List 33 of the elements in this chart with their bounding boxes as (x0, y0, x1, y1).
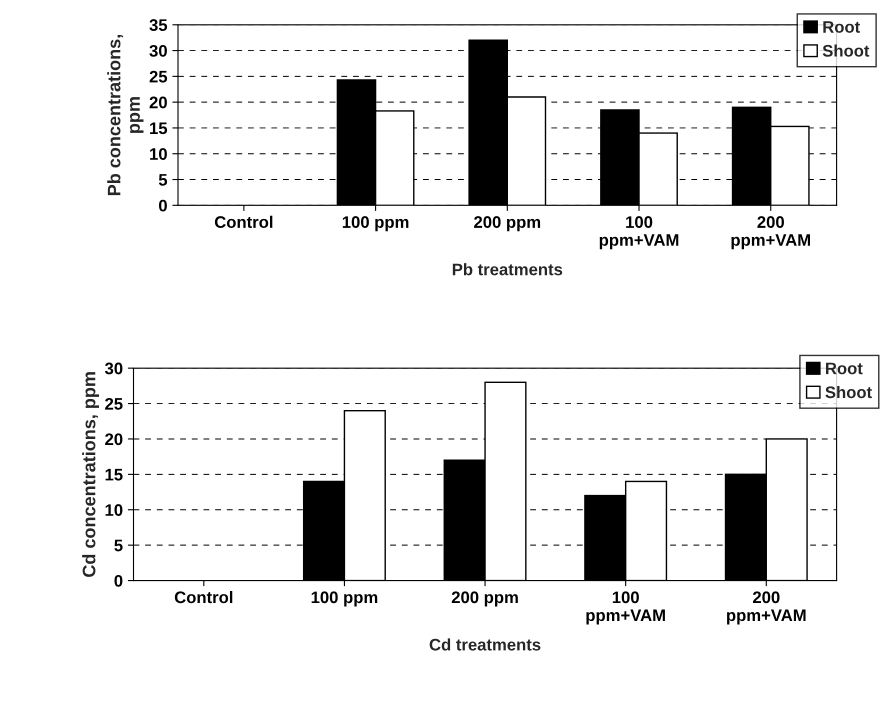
y-tick-label: 15 (150, 122, 168, 134)
x-tick-label: 200 ppm+VAM (727, 591, 806, 624)
y-tick-label: 10 (106, 504, 122, 516)
x-tick-label: Control (214, 216, 272, 228)
y-tick-label: 25 (150, 70, 168, 83)
y-tick-label: 5 (114, 540, 123, 552)
x-axis-title: Pb treatments (452, 263, 562, 276)
y-tick-label: 30 (104, 362, 122, 374)
x-tick-label: 200 ppm+VAM (731, 216, 810, 250)
x-tick-label: 100 ppm+VAM (600, 216, 678, 250)
y-tick-label: 25 (105, 398, 123, 410)
legend-label: Shoot (822, 44, 870, 57)
y-tick-label: 15 (106, 468, 123, 481)
x-tick-label: 200 ppm (474, 216, 540, 232)
x-tick-label: 100 ppm (312, 591, 378, 607)
y-axis-title: Cd concentrations, ppm (82, 372, 99, 577)
legend-label: Root (823, 21, 860, 33)
x-tick-label: 100 ppm (342, 216, 408, 232)
legend-label: Root (826, 362, 863, 374)
y-tick-label: 35 (149, 19, 168, 32)
x-tick-label: 200 ppm (452, 591, 518, 607)
y-tick-label: 0 (158, 200, 167, 212)
y-tick-label: 0 (114, 574, 122, 587)
y-axis-title: Pb concentrations, ppm (107, 34, 144, 196)
y-tick-label: 5 (158, 174, 168, 186)
y-tick-label: 20 (105, 433, 122, 446)
y-tick-label: 20 (150, 96, 167, 108)
legend-label: Shoot (825, 386, 872, 398)
y-tick-label: 10 (150, 148, 167, 160)
y-tick-label: 30 (149, 44, 167, 57)
x-tick-label: Control (174, 590, 232, 604)
x-axis-title: Cd treatments (430, 638, 540, 651)
x-tick-label: 100 ppm+VAM (586, 591, 665, 624)
